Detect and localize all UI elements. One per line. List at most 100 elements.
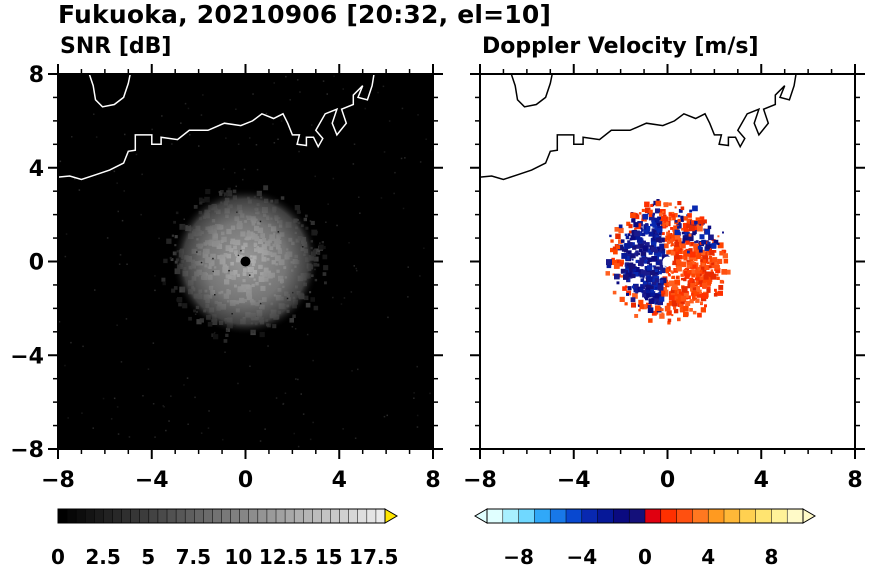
snr-colorbar-segment — [375, 508, 386, 524]
snr-noise-pixel — [158, 237, 160, 240]
doppler-echo-pixel — [663, 281, 668, 286]
snr-echo-pixel — [317, 252, 321, 255]
doppler-echo-pixel — [686, 218, 693, 224]
doppler-panel-title: Doppler Velocity [m/s] — [482, 34, 759, 59]
doppler-echo-pixel — [702, 277, 709, 283]
snr-noise-pixel — [207, 427, 210, 429]
doppler-echo-pixel — [712, 241, 715, 245]
doppler-echo-pixel — [704, 271, 711, 278]
doppler-echo-pixel — [656, 223, 661, 227]
doppler-echo-pixel — [692, 310, 697, 315]
snr-echo-pixel — [310, 220, 315, 225]
snr-colorbar-segment — [239, 508, 250, 524]
snr-echo-pixel — [318, 244, 324, 250]
doppler-echo-pixel — [631, 285, 635, 289]
doppler-colorbar-segment — [676, 508, 693, 524]
doppler-echo-pixel — [612, 259, 618, 265]
doppler-echo-pixel — [670, 291, 675, 296]
doppler-echo-pixel — [638, 260, 644, 267]
snr-echo-pixel — [171, 234, 174, 237]
snr-noise-pixel — [82, 345, 84, 348]
doppler-echo-pixel — [705, 244, 710, 250]
doppler-echo-pixel — [627, 286, 632, 291]
doppler-echo-pixel — [698, 268, 701, 271]
snr-noise-pixel — [237, 143, 240, 145]
doppler-echo-pixel — [612, 273, 615, 276]
doppler-echo-pixel — [722, 231, 724, 234]
doppler-echo-pixel — [649, 269, 656, 276]
snr-colorbar-segment — [103, 508, 114, 524]
snr-noise-pixel — [387, 316, 389, 319]
snr-noise-pixel — [377, 91, 379, 94]
doppler-echo-pixel — [615, 233, 621, 239]
snr-noise-pixel — [151, 128, 153, 131]
snr-colorbar: 0 2.5 5 7.5 10 12.5 15 17.5 — [51, 508, 398, 569]
doppler-echo-pixel — [713, 293, 718, 297]
doppler-echo-pixel — [634, 244, 639, 249]
doppler-echo-pixel — [677, 201, 682, 206]
doppler-echo-pixel — [695, 252, 698, 255]
snr-noise-pixel — [332, 177, 335, 180]
doppler-axis-ticks: −8 −4 0 4 8 — [463, 64, 865, 493]
doppler-echo-pixel — [701, 271, 705, 274]
snr-colorbar-segment — [203, 508, 213, 524]
doppler-echo-pixel — [691, 273, 696, 278]
snr-noise-pixel — [312, 359, 314, 362]
x-tick-label: −4 — [135, 468, 169, 493]
doppler-echo-pixel — [710, 262, 716, 269]
snr-noise-pixel — [259, 440, 262, 442]
doppler-echo-pixel — [650, 287, 653, 290]
snr-colorbar-label: 17.5 — [349, 545, 398, 569]
doppler-echo-pixel — [671, 234, 675, 238]
doppler-echo-pixel — [715, 265, 720, 270]
doppler-echo-pixel — [656, 282, 659, 285]
doppler-colorbar-segment — [628, 508, 646, 524]
doppler-echo-pixel — [708, 234, 714, 241]
snr-noise-pixel — [161, 115, 163, 117]
doppler-echo-pixel — [668, 249, 672, 254]
doppler-echo-pixel — [641, 229, 644, 232]
doppler-echo-pixel — [697, 225, 703, 232]
snr-echo-pixel — [263, 185, 269, 191]
snr-colorbar-label: 5 — [141, 545, 155, 569]
doppler-echo-pixel — [683, 305, 689, 312]
snr-noise-pixel — [383, 151, 386, 153]
snr-noise-pixel — [400, 157, 403, 160]
snr-noise-pixel — [350, 291, 353, 293]
doppler-echo-pixel — [696, 282, 700, 286]
snr-noise-pixel — [386, 414, 388, 417]
doppler-echo-pixel — [614, 227, 620, 232]
doppler-echo-pixel — [684, 231, 690, 238]
doppler-echo-pixel — [690, 286, 695, 292]
doppler-echo-pixel — [629, 266, 635, 272]
doppler-echo-pixel — [700, 256, 703, 259]
doppler-echo-pixel — [674, 279, 681, 286]
doppler-echo-pixel — [677, 226, 680, 229]
doppler-echo-pixel — [651, 241, 657, 247]
snr-noise-pixel — [147, 368, 150, 370]
snr-noise-pixel — [202, 94, 204, 96]
doppler-echo-pixel — [694, 289, 700, 295]
doppler-echo-pixel — [648, 214, 655, 221]
snr-noise-pixel — [333, 75, 335, 77]
snr-colorbar-segment — [85, 508, 95, 524]
doppler-echo-pixel — [631, 274, 636, 279]
doppler-echo-pixel — [654, 301, 659, 305]
radar-site-marker — [240, 256, 251, 267]
doppler-echo-pixel — [620, 268, 626, 274]
snr-noise-pixel — [295, 378, 297, 380]
doppler-echo-pixel — [680, 261, 686, 268]
doppler-echo-pixel — [668, 301, 674, 306]
doppler-echo-pixel — [646, 269, 651, 273]
snr-noise-pixel — [275, 397, 278, 399]
doppler-echo-pixel — [652, 212, 655, 216]
snr-noise-pixel — [95, 136, 98, 138]
snr-echo-pixel — [177, 297, 183, 303]
snr-noise-pixel — [128, 436, 131, 438]
doppler-echo-pixel — [681, 227, 684, 231]
doppler-echo-pixel — [674, 229, 680, 235]
snr-noise-pixel — [224, 351, 226, 353]
snr-colorbar-segment — [212, 508, 223, 524]
doppler-echo-pixel — [690, 242, 695, 246]
doppler-echo-pixel — [634, 227, 637, 231]
